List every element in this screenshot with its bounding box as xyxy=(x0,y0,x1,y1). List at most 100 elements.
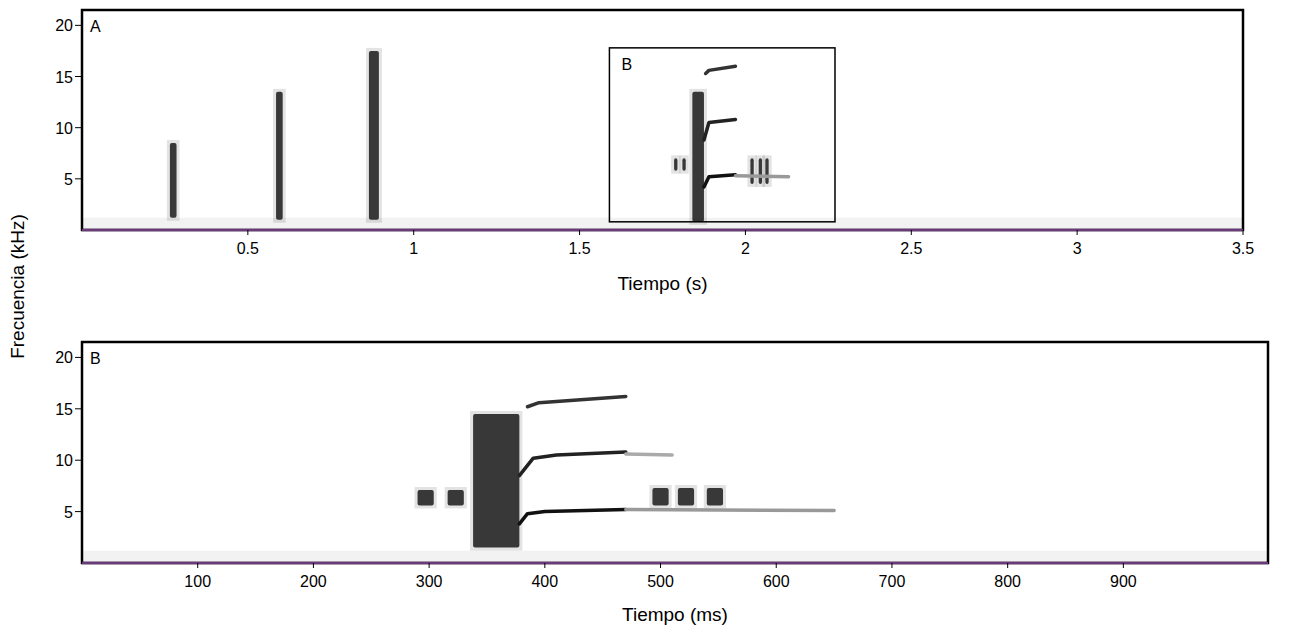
y-tick xyxy=(75,76,82,77)
pulse xyxy=(418,490,434,505)
pulse-halo xyxy=(366,48,382,223)
inset-label: B xyxy=(621,56,632,73)
pulse-halo xyxy=(679,155,688,173)
plot-area xyxy=(82,10,1243,230)
pulse-halo xyxy=(445,487,467,508)
x-tick xyxy=(544,563,545,568)
x-axis-title: Tiempo (ms) xyxy=(622,604,728,625)
x-tick-label: 900 xyxy=(1110,573,1137,590)
panel-0: B0.511.522.533.55101520ATiempo (s) xyxy=(55,10,1254,294)
x-tick-label: 200 xyxy=(300,573,327,590)
x-axis-title: Tiempo (s) xyxy=(617,273,707,294)
figure: B 0.5 1 1.5 2 2.5 3 3.5 5 10 15 20 A Tiempo (s) Frecue… xyxy=(0,0,1290,631)
x-tick-label: 700 xyxy=(879,573,906,590)
plot-area xyxy=(82,342,1268,563)
noise-floor xyxy=(82,551,1268,563)
pulse xyxy=(652,488,668,505)
pulse-halo xyxy=(273,89,286,223)
tone xyxy=(519,510,625,524)
x-tick-label: 1 xyxy=(409,240,418,257)
y-tick xyxy=(75,460,82,461)
y-tick-label: 5 xyxy=(64,504,73,521)
tone xyxy=(735,176,788,177)
pulse xyxy=(674,158,677,170)
pulse xyxy=(765,158,768,184)
y-tick xyxy=(75,408,82,409)
x-tick xyxy=(429,563,430,568)
x-tick xyxy=(579,230,580,235)
y-tick xyxy=(75,357,82,358)
x-tick xyxy=(660,563,661,568)
x-tick-label: 3.5 xyxy=(1232,240,1254,257)
panel-letter: B xyxy=(90,350,101,367)
tone xyxy=(704,175,736,187)
y-tick-label: 5 xyxy=(64,171,73,188)
noise-floor xyxy=(82,218,1243,230)
y-tick-label: 15 xyxy=(55,69,73,86)
frame xyxy=(82,342,1268,563)
pulse-halo xyxy=(415,487,437,508)
pulse xyxy=(276,92,283,220)
pulse-halo xyxy=(747,155,756,187)
pulse-halo xyxy=(167,140,180,221)
x-tick xyxy=(247,230,248,235)
tone xyxy=(704,119,736,139)
x-tick xyxy=(745,230,746,235)
pulse-halo xyxy=(762,155,771,187)
x-tick xyxy=(313,563,314,568)
x-tick xyxy=(891,563,892,568)
pulse xyxy=(759,158,762,184)
x-tick xyxy=(413,230,414,235)
pulse xyxy=(473,414,519,548)
x-tick-label: 800 xyxy=(994,573,1021,590)
x-tick-label: 600 xyxy=(763,573,790,590)
pulse-halo xyxy=(704,485,726,508)
tone xyxy=(626,454,672,455)
marks xyxy=(415,396,835,550)
x-tick-label: 300 xyxy=(416,573,443,590)
pulse-halo xyxy=(689,89,707,225)
pulse-halo xyxy=(649,485,671,508)
x-tick xyxy=(197,563,198,568)
pulse xyxy=(707,488,723,505)
y-axis-title: Frecuencia (kHz) xyxy=(7,214,28,359)
x-tick-label: 3 xyxy=(1073,240,1082,257)
x-tick-label: 1.5 xyxy=(568,240,590,257)
x-tick-label: 500 xyxy=(647,573,674,590)
x-axis-line xyxy=(82,229,1243,232)
panel-letter: A xyxy=(90,18,101,35)
pulse-halo xyxy=(671,155,680,173)
pulse xyxy=(750,158,753,184)
x-tick-label: 100 xyxy=(184,573,211,590)
y-tick xyxy=(75,25,82,26)
x-tick-label: 2.5 xyxy=(900,240,922,257)
y-tick-label: 10 xyxy=(55,452,73,469)
tone xyxy=(706,66,736,73)
pulse xyxy=(692,92,704,222)
x-tick xyxy=(1007,563,1008,568)
pulse-halo xyxy=(675,485,697,508)
x-axis-line xyxy=(82,562,1268,565)
marks xyxy=(167,48,835,225)
pulse xyxy=(682,158,685,170)
x-tick-label: 2 xyxy=(741,240,750,257)
x-tick xyxy=(776,563,777,568)
y-tick xyxy=(75,511,82,512)
tone xyxy=(626,510,834,511)
pulse-halo xyxy=(470,411,522,551)
x-tick-label: 0.5 xyxy=(237,240,259,257)
pulse xyxy=(170,143,177,218)
y-tick xyxy=(75,127,82,128)
x-tick xyxy=(1243,230,1244,235)
x-tick xyxy=(1077,230,1078,235)
frame xyxy=(82,10,1243,230)
inset-box xyxy=(609,48,835,222)
y-tick xyxy=(75,178,82,179)
x-tick xyxy=(1123,563,1124,568)
y-tick-label: 20 xyxy=(55,349,73,366)
x-tick xyxy=(911,230,912,235)
pulse xyxy=(678,488,694,505)
y-tick-label: 10 xyxy=(55,120,73,137)
panel-1: 1002003004005006007008009005101520BTiemp… xyxy=(55,342,1268,625)
pulse xyxy=(369,51,379,220)
